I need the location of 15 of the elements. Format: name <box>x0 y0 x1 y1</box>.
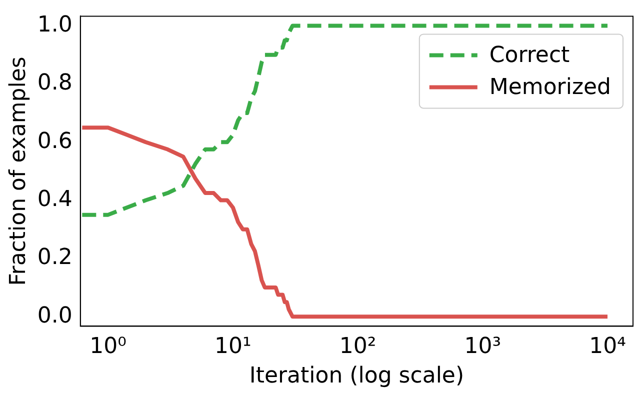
x-axis-title: Iteration (log scale) <box>249 364 464 389</box>
y-tick-label: 0.2 <box>37 245 72 270</box>
y-tick-label: 0.6 <box>37 128 72 154</box>
y-tick-label: 1.0 <box>37 12 72 38</box>
x-tick-label: 10⁴ <box>589 334 626 360</box>
legend-label: Correct <box>489 42 570 68</box>
y-axis-title: Fraction of examples <box>6 56 31 286</box>
y-tick-label: 0.0 <box>37 303 72 328</box>
legend-label: Memorized <box>489 74 612 100</box>
x-tick-label: 10³ <box>464 334 502 360</box>
x-tick-label: 10² <box>339 334 376 360</box>
x-tick-label: 10¹ <box>214 334 252 360</box>
x-tick-label: 10⁰ <box>90 334 127 360</box>
y-tick-label: 0.8 <box>37 70 72 96</box>
y-tick-label: 0.4 <box>37 187 72 212</box>
